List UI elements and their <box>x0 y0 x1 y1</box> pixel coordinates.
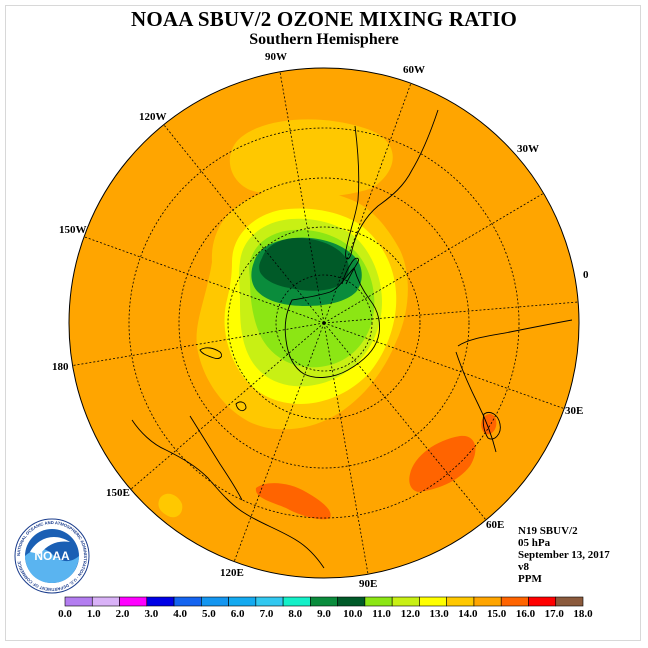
colorbar-tick-label: 17.0 <box>544 608 564 620</box>
colorbar-swatch <box>282 596 311 607</box>
coast-new-zealand <box>199 347 223 359</box>
colorbar-tick-label: 10.0 <box>343 608 363 620</box>
colorbar-tick-labels: 0.0 1.0 2.0 3.0 4.0 5.0 6.0 7.0 8.0 9.0 10.0 11.0 12… <box>58 608 593 622</box>
colorbar-tick-label: 14.0 <box>458 608 478 620</box>
lon-label-90w: 90W <box>265 51 287 63</box>
lon-label-0: 0 <box>583 269 589 281</box>
lon-label-60e: 60E <box>486 519 504 531</box>
lon-label-90e: 90E <box>359 578 377 590</box>
colorbar-swatch <box>364 596 393 607</box>
colorbar-tick-label: 12.0 <box>400 608 420 620</box>
colorbar-swatch <box>473 596 502 607</box>
noaa-logo: NOAA NATIONAL OCEANIC AND ATMOSPHERIC AD… <box>14 518 90 594</box>
colorbar-swatch <box>255 596 284 607</box>
colorbar-tick-label: 16.0 <box>515 608 536 620</box>
colorbar-tick-label: 5.0 <box>202 608 216 620</box>
info-version: v8 <box>518 561 529 573</box>
colorbar-tick-label: 15.0 <box>487 608 507 620</box>
info-block: N19 SBUV/2 05 hPa September 13, 2017 v8 … <box>518 525 610 585</box>
colorbar-swatch <box>310 596 338 607</box>
latitude-circle-70 <box>227 226 421 420</box>
lon-label-120e: 120E <box>220 567 244 579</box>
latitude-circle-60 <box>178 177 470 469</box>
meridian-60e <box>323 322 487 521</box>
colorbar-tick-label: 9.0 <box>317 608 331 620</box>
lon-label-150w: 150W <box>59 224 87 236</box>
colorbar-swatch <box>500 596 529 607</box>
coast-australia <box>131 419 325 569</box>
chart-subtitle: Southern Hemisphere <box>249 31 399 48</box>
colorbar-tick-label: 3.0 <box>144 608 159 620</box>
lon-label-30e: 30E <box>565 405 583 417</box>
colorbar-swatch <box>446 596 475 607</box>
colorbar-swatch <box>528 596 557 607</box>
meridian-120e <box>233 322 325 563</box>
meridian-120w <box>163 124 325 324</box>
field-16-17-b <box>255 483 331 520</box>
lon-label-60w: 60W <box>403 64 425 76</box>
field-10-11 <box>259 238 349 291</box>
lon-label-180: 180 <box>52 361 69 373</box>
colorbar-swatch <box>555 596 584 607</box>
colorbar-swatch <box>64 596 93 607</box>
info-satellite: N19 SBUV/2 <box>518 525 578 537</box>
meridian-90w <box>279 71 325 324</box>
colorbar-swatch <box>228 596 257 607</box>
meridian-150w <box>81 235 325 324</box>
colorbar-swatch <box>419 596 447 607</box>
colorbar-tick-label: 1.0 <box>86 608 101 620</box>
chart-title: NOAA SBUV/2 OZONE MIXING RATIO <box>131 7 517 31</box>
colorbar-tick-label: 11.0 <box>372 608 391 620</box>
meridian-60w <box>323 82 412 324</box>
meridian-180 <box>69 322 325 367</box>
coast-australia-west <box>189 415 243 501</box>
colorbar-swatch <box>91 596 120 607</box>
meridian-150e <box>129 322 325 491</box>
meridian-90e <box>323 322 369 575</box>
coast-madagascar <box>482 412 501 440</box>
figure-frame <box>5 5 641 641</box>
meridian-0 <box>323 301 579 324</box>
info-date: September 13, 2017 <box>518 549 610 561</box>
meridian-30w <box>323 192 545 324</box>
info-units: PPM <box>518 573 542 585</box>
colorbar-swatch <box>391 596 420 607</box>
colorbar-tick-label: 7.0 <box>259 608 274 620</box>
lon-label-120w: 120W <box>139 111 167 123</box>
lon-label-30w: 30W <box>517 143 539 155</box>
coast-peninsula <box>341 257 359 285</box>
map-border <box>68 67 580 579</box>
colorbar-tick-label: 4.0 <box>173 608 187 620</box>
colorbar-tick-label: 2.0 <box>115 608 130 620</box>
colorbar-swatch <box>146 596 175 607</box>
logo-text: NOAA <box>34 549 70 563</box>
colorbar-tick-label: 18.0 <box>573 608 593 620</box>
lon-label-150e: 150E <box>106 487 130 499</box>
graticule <box>69 71 579 575</box>
field-14-15-north <box>229 119 393 198</box>
colorbar-swatch <box>119 596 148 607</box>
coast-tasmania <box>235 401 247 412</box>
colorbar-tick-label: 0.0 <box>58 608 72 620</box>
longitude-labels: 0 30W 60W 90W 120W 150W 180 150E 120E 90… <box>52 51 589 590</box>
colorbar-swatch <box>173 596 202 607</box>
colorbar-tick-label: 8.0 <box>288 608 303 620</box>
field-14-15-small <box>158 493 183 518</box>
colorbar <box>64 596 584 607</box>
info-level: 05 hPa <box>518 537 551 549</box>
coast-south-america <box>345 109 439 260</box>
meridian-30e <box>323 322 569 411</box>
latitude-circle-80 <box>275 274 373 372</box>
colorbar-swatch <box>201 596 229 607</box>
colorbar-swatch <box>337 596 366 607</box>
colorbar-tick-label: 6.0 <box>230 608 245 620</box>
latitude-circle-50 <box>128 127 520 519</box>
colorbar-tick-label: 13.0 <box>429 608 449 620</box>
field-16-17-a <box>409 435 476 492</box>
